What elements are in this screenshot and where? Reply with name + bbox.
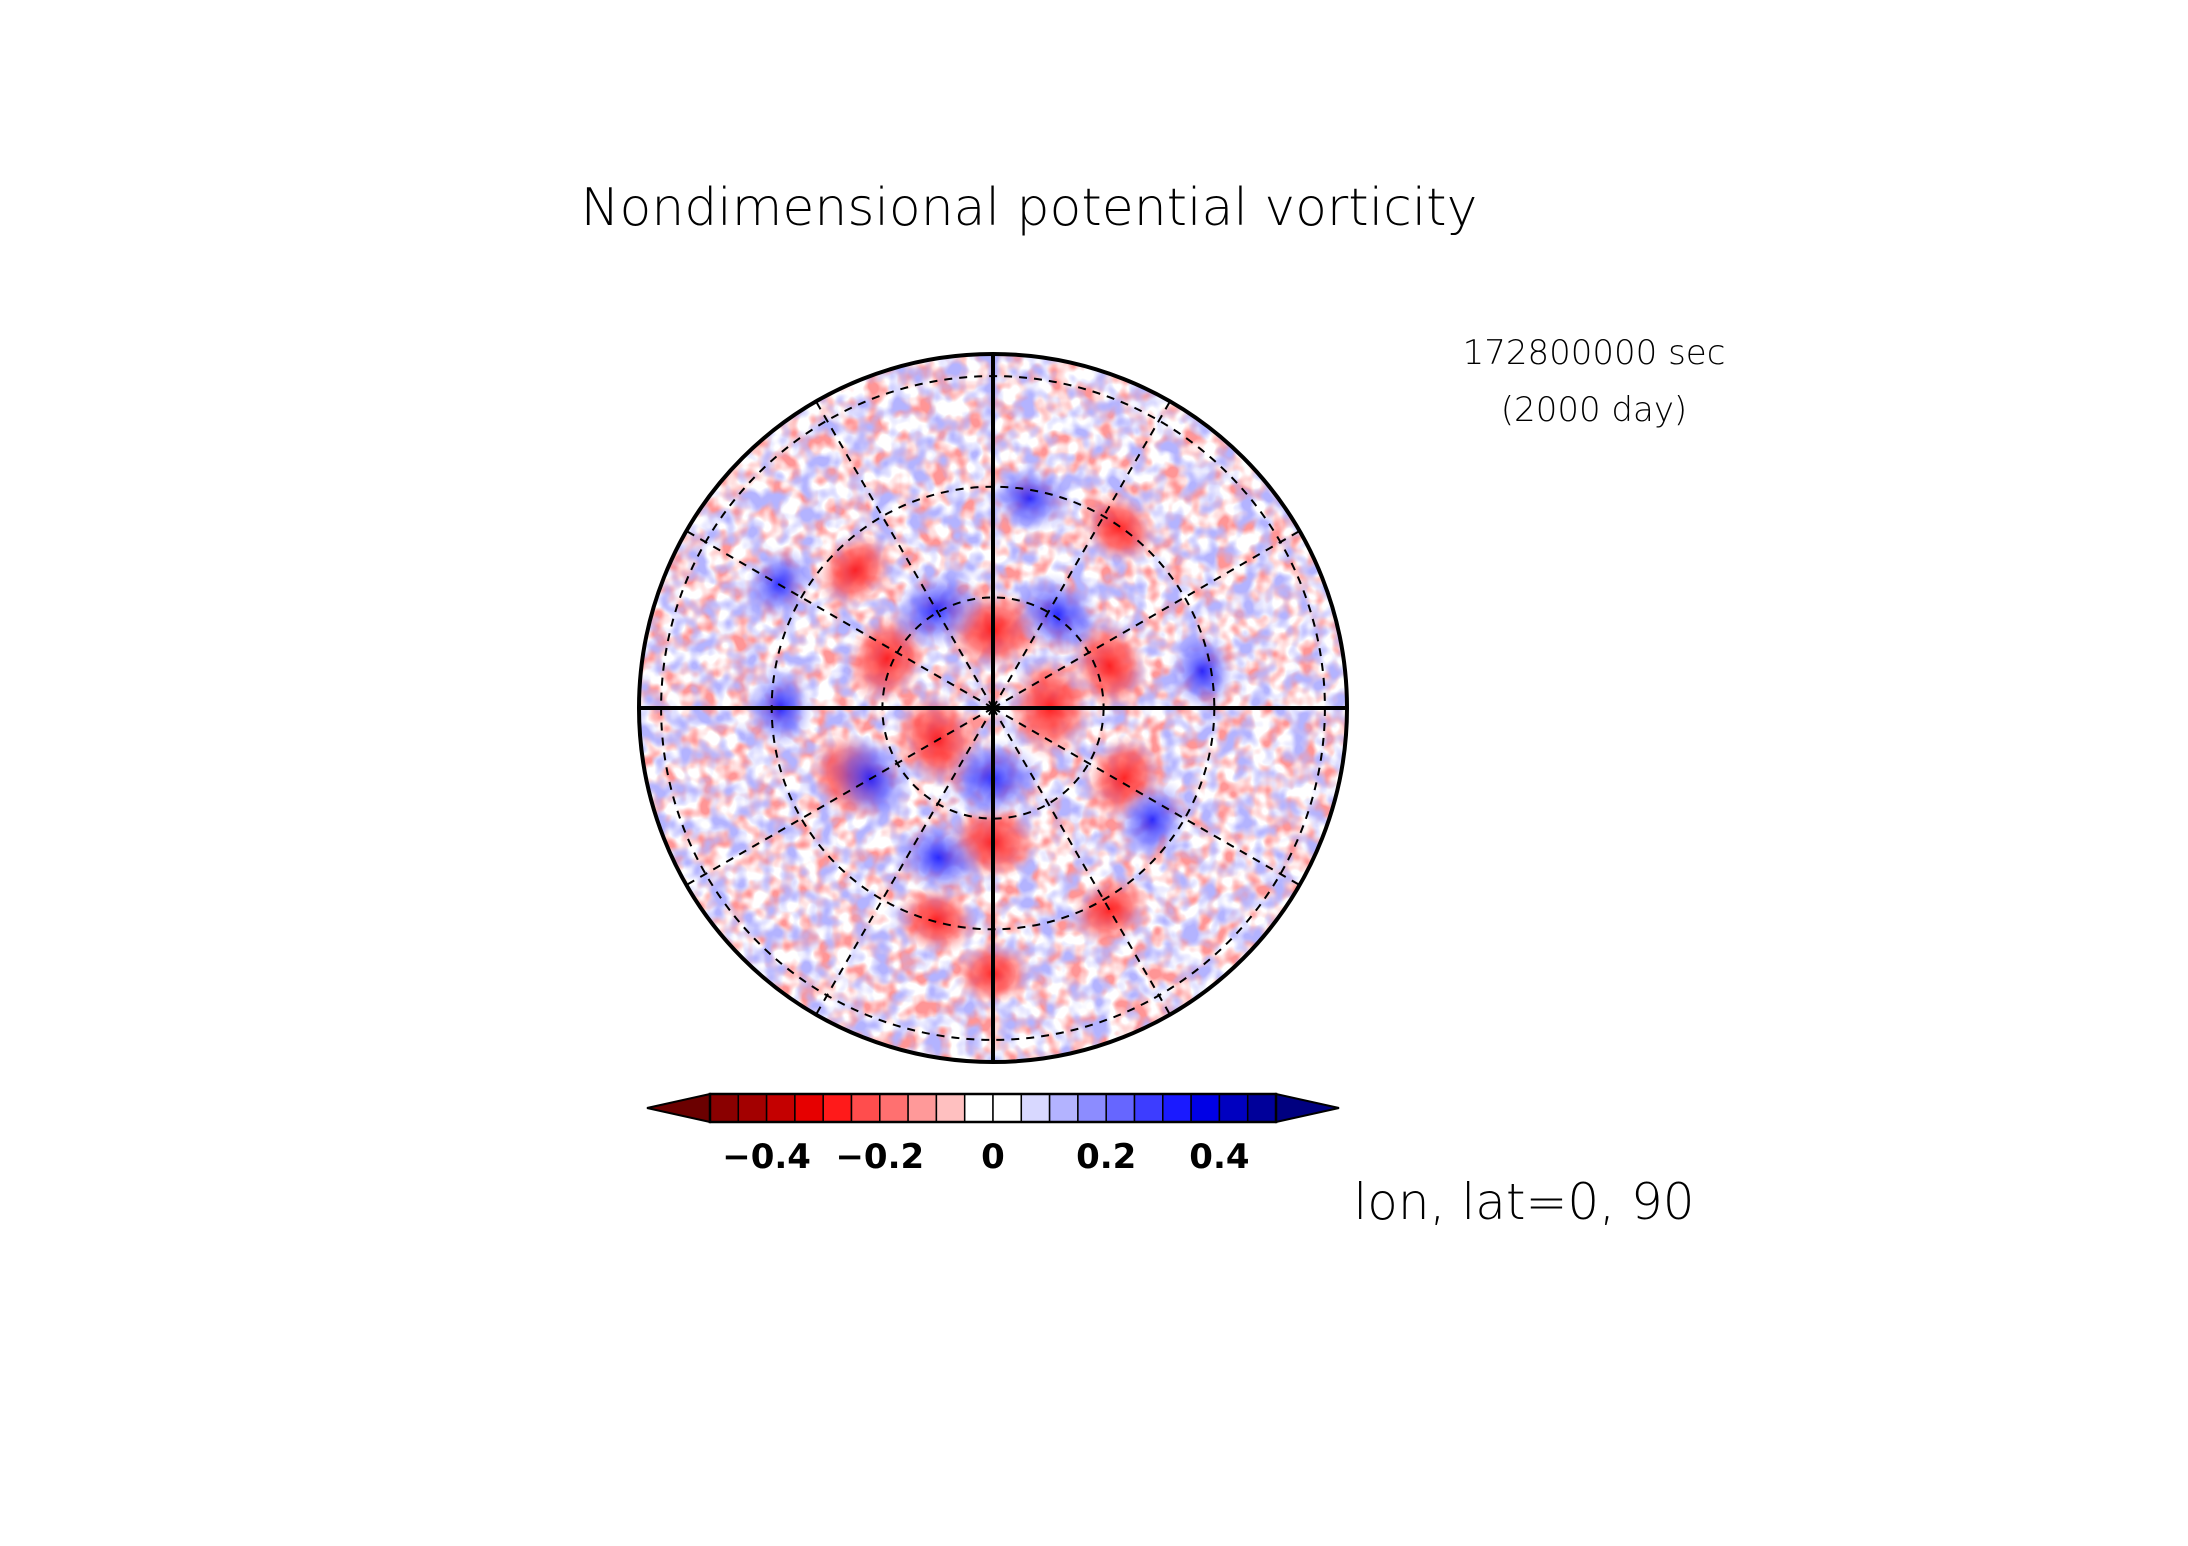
projection-label: lon, lat=0, 90 xyxy=(1353,1173,1694,1231)
colorbar-bin xyxy=(1133,1093,1164,1123)
positive-anomaly-lobe xyxy=(1167,628,1237,714)
colorbar-lower-extension xyxy=(646,1092,711,1124)
time-days-label: (2000 day) xyxy=(1501,390,1687,430)
colorbar-bin xyxy=(992,1093,1023,1123)
colorbar-upper-extension xyxy=(1275,1092,1340,1124)
colorbar-bin xyxy=(765,1093,796,1123)
positive-anomaly-lobe xyxy=(987,464,1073,534)
colorbar-bin xyxy=(935,1093,966,1123)
positive-anomaly-lobe xyxy=(889,568,984,652)
colorbar-bin xyxy=(1077,1093,1107,1123)
colorbar-bin xyxy=(1020,1093,1051,1123)
colorbar-frame xyxy=(708,1092,1278,1124)
colorbar-bin xyxy=(1246,1093,1277,1123)
colorbar-bin xyxy=(794,1093,824,1123)
colorbar-bin xyxy=(1218,1093,1249,1123)
colorbar-tick-label: 0.2 xyxy=(1076,1137,1136,1177)
colorbar-bin xyxy=(1048,1093,1079,1123)
colorbar-bin xyxy=(737,1093,768,1123)
colorbar-bin xyxy=(1162,1093,1192,1123)
positive-anomaly-lobe xyxy=(893,819,984,896)
colorbar-tick-label: −0.4 xyxy=(722,1137,811,1177)
figure-title: Nondimensional potential vorticity xyxy=(581,178,1478,238)
colorbar-bin xyxy=(879,1093,909,1123)
colorbar-bin xyxy=(709,1093,740,1123)
negative-anomaly-lobe xyxy=(894,885,979,955)
colorbar-tick-label: −0.2 xyxy=(835,1137,924,1177)
negative-anomaly-lobe xyxy=(1070,874,1150,946)
colorbar-tick-label: 0 xyxy=(981,1137,1005,1177)
map-boundary xyxy=(637,352,1349,1064)
colorbar-bin xyxy=(907,1093,938,1123)
colorbar-bin xyxy=(963,1093,994,1123)
negative-anomaly-lobe xyxy=(815,530,896,611)
polar-map xyxy=(637,352,1349,1064)
colorbar-bin xyxy=(1190,1093,1221,1123)
colorbar-bin xyxy=(850,1093,881,1123)
colorbar-bin xyxy=(1105,1093,1136,1123)
colorbar-bin xyxy=(822,1093,853,1123)
time-seconds-label: 172800000 sec xyxy=(1463,333,1726,373)
colorbar: −0.4 −0.2 0 0.2 0.4 xyxy=(646,1092,1340,1177)
colorbar-tick-label: 0.4 xyxy=(1189,1137,1249,1177)
map-grid xyxy=(639,354,1347,1062)
negative-anomaly-lobe xyxy=(1079,491,1159,566)
